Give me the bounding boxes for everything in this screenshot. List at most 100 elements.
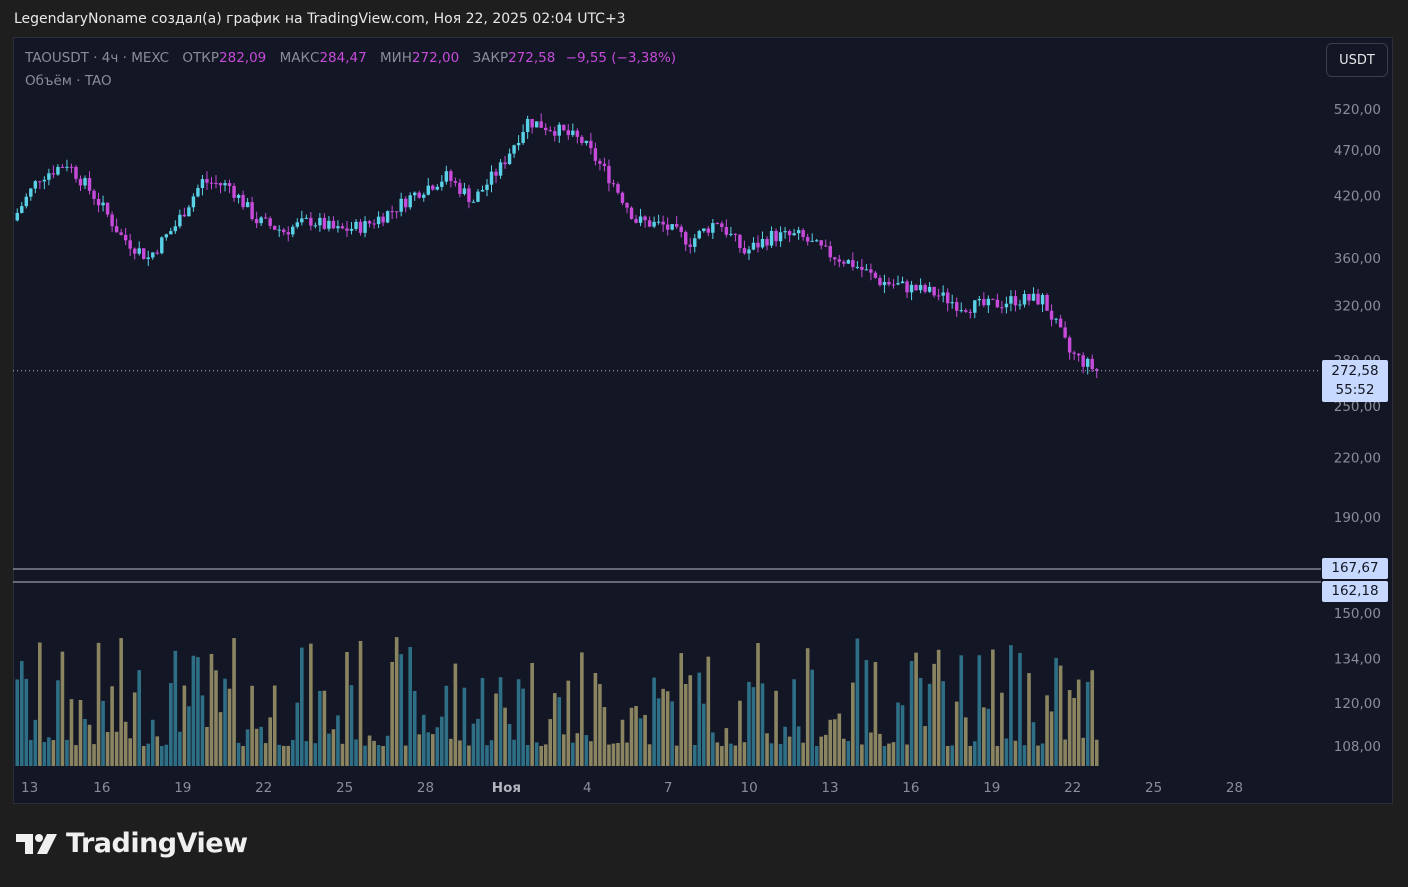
candle-body	[92, 190, 96, 199]
volume-bar	[132, 692, 137, 766]
candle-body	[1018, 304, 1022, 306]
candle-body	[101, 202, 105, 206]
volume-bar	[1031, 722, 1036, 766]
volume-bar	[566, 680, 571, 766]
volume-bar	[205, 726, 209, 766]
candle-body	[318, 217, 322, 226]
candle-body	[927, 286, 932, 292]
volume-bar	[701, 703, 706, 766]
volume-bar	[169, 683, 173, 766]
volume-legend[interactable]: Объём · TAO	[25, 73, 112, 89]
volume-bar	[498, 677, 503, 766]
volume-bar	[399, 654, 403, 766]
volume-bar	[1063, 739, 1067, 766]
volume-bar	[426, 732, 431, 766]
candle-body	[128, 240, 132, 249]
candle-body	[467, 188, 471, 203]
candle-body	[119, 232, 123, 235]
volume-bar	[372, 740, 376, 766]
price-chart[interactable]: 520,00470,00420,00360,00320,00280,00250,…	[13, 37, 1393, 804]
volume-bar	[507, 723, 512, 766]
candle-body	[964, 310, 968, 312]
volume-bar	[458, 740, 462, 766]
candle-body	[169, 231, 173, 235]
candle-body	[327, 220, 331, 229]
volume-bar	[738, 700, 742, 766]
volume-bar	[1000, 692, 1004, 766]
candle-body	[304, 217, 309, 219]
volume-bar	[977, 655, 982, 766]
volume-bar	[674, 745, 679, 766]
volume-bar	[769, 743, 774, 766]
candle-body	[738, 234, 742, 249]
symbol-title[interactable]: TAOUSDT · 4ч · MEXC	[25, 50, 170, 66]
volume-bar	[616, 742, 620, 766]
candle-body	[602, 163, 607, 166]
volume-bar	[945, 745, 950, 766]
candle-body	[625, 202, 629, 208]
candle-body	[87, 178, 92, 191]
volume-bar	[304, 741, 309, 766]
volume-bar	[986, 708, 991, 766]
symbol-legend[interactable]: TAOUSDT · 4ч · MEXC ОТКР282,09 МАКС284,4…	[25, 50, 676, 66]
volume-bar	[412, 690, 417, 766]
volume-bar	[1027, 673, 1031, 766]
candle-body	[973, 300, 977, 313]
volume-bar	[182, 685, 187, 766]
tradingview-logo[interactable]: TradingView	[16, 828, 248, 859]
volume-bar	[467, 745, 471, 766]
candle-body	[236, 194, 241, 198]
currency-button[interactable]: USDT	[1326, 43, 1388, 77]
candle-body	[977, 299, 982, 301]
volume-bar	[15, 679, 20, 766]
volume-bar	[539, 745, 543, 766]
candle-body	[665, 224, 670, 230]
volume-bar	[444, 685, 449, 766]
candle-body	[485, 184, 489, 190]
candle-body	[684, 232, 688, 245]
volume-bar	[187, 706, 191, 766]
volume-bar	[196, 657, 200, 766]
volume-bar	[968, 745, 973, 766]
candle-body	[372, 223, 376, 225]
candle-body	[747, 249, 751, 254]
volume-bar	[150, 719, 155, 766]
price-axis-label: 134,00	[1334, 652, 1381, 668]
volume-bar	[756, 643, 760, 766]
volume-bar	[78, 699, 83, 766]
volume-bar	[101, 700, 105, 766]
candle-body	[110, 214, 114, 227]
volume-bar	[661, 688, 665, 766]
candle-body	[846, 260, 851, 264]
volume-bar	[923, 726, 927, 766]
tradingview-logo-icon	[16, 833, 57, 854]
candle-body	[15, 212, 19, 221]
candle-body	[1058, 318, 1063, 328]
volume-bar	[548, 719, 553, 766]
candle-body	[805, 237, 810, 242]
candle-body	[349, 228, 354, 231]
candle-body	[833, 257, 837, 260]
candle-body	[29, 188, 33, 197]
chart-frame[interactable]	[13, 37, 1393, 804]
candle-body	[647, 220, 652, 227]
volume-bar	[521, 688, 525, 766]
volume-bar	[110, 686, 114, 766]
volume-bar	[634, 706, 638, 766]
volume-bar	[114, 731, 119, 766]
candle-body	[381, 216, 385, 223]
candle-body	[227, 183, 232, 186]
volume-bar	[494, 693, 498, 766]
candle-body	[566, 130, 571, 136]
candle-body	[860, 266, 864, 270]
candle-body	[814, 240, 819, 242]
level-tag-upper[interactable]: 167,67	[1322, 558, 1388, 579]
candle-body	[164, 234, 169, 238]
level-tag-lower[interactable]: 162,18	[1322, 581, 1388, 602]
time-axis-label: 28	[417, 780, 434, 796]
candle-body	[489, 171, 494, 185]
candle-body	[896, 283, 900, 285]
volume-bar	[982, 707, 986, 766]
tradingview-wordmark: TradingView	[66, 828, 248, 859]
volume-bar	[787, 736, 792, 766]
